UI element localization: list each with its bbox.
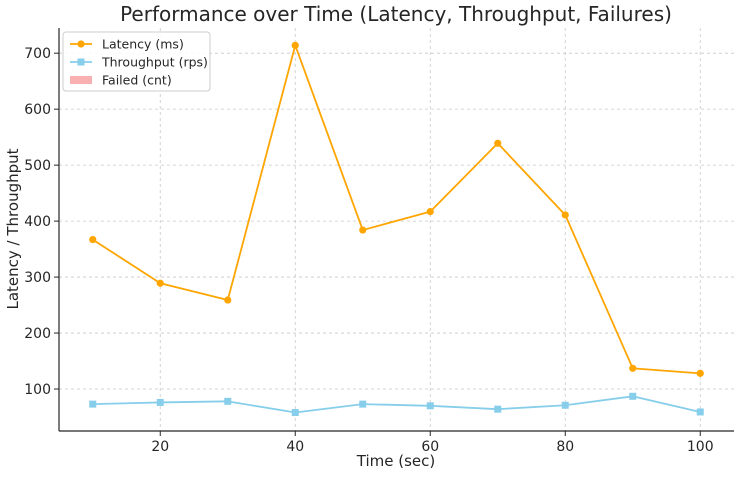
x-tick-label-2: 60	[421, 439, 439, 455]
series-1-point-1	[156, 398, 164, 406]
series-0-point-6	[494, 139, 502, 147]
chart-title: Performance over Time (Latency, Throughp…	[120, 2, 672, 26]
legend-marker-1	[77, 58, 85, 66]
series-0-point-1	[156, 279, 164, 287]
series-1-point-7	[561, 401, 569, 409]
series-1-point-5	[426, 402, 434, 410]
legend-label-2: Failed (cnt)	[102, 73, 172, 88]
y-tick-label-6: 700	[24, 46, 51, 62]
legend-label-1: Throughput (rps)	[101, 55, 208, 70]
x-tick-label-4: 100	[687, 439, 714, 455]
x-axis-label: Time (sec)	[356, 452, 435, 470]
legend-marker-0	[77, 40, 85, 48]
grid	[59, 28, 734, 431]
series-1-point-6	[494, 405, 502, 413]
y-tick-label-2: 300	[24, 270, 51, 286]
series-0-point-0	[89, 235, 97, 244]
legend-label-0: Latency (ms)	[102, 37, 184, 52]
series-1-point-4	[359, 400, 367, 408]
series-1-point-2	[224, 397, 232, 405]
x-tick-label-0: 20	[151, 439, 169, 455]
x-tick-label-3: 80	[556, 439, 574, 455]
series-0-point-3	[291, 41, 299, 49]
series-0-point-4	[359, 226, 367, 234]
y-tick-label-1: 200	[24, 326, 51, 342]
series-lines	[89, 41, 704, 417]
axes	[54, 28, 734, 436]
legend-swatch-2	[70, 76, 92, 84]
series-0-point-5	[426, 207, 434, 216]
legend-box	[62, 31, 211, 92]
y-tick-label-5: 600	[24, 102, 51, 118]
series-0-point-8	[629, 364, 637, 372]
series-1-point-9	[696, 408, 704, 416]
series-0-point-9	[696, 369, 704, 377]
series-1-point-3	[291, 409, 299, 417]
y-tick-label-0: 100	[24, 382, 51, 398]
series-1-point-0	[89, 400, 97, 408]
series-0-point-7	[561, 211, 569, 219]
y-tick-label-4: 500	[24, 158, 51, 174]
x-tick-label-1: 40	[286, 439, 304, 455]
tick-labels: 20 40 60 80 100 100 200 300 400 500 600 700	[24, 46, 713, 455]
series-line-1	[92, 395, 701, 414]
series-0-point-2	[224, 296, 232, 304]
series-1-point-8	[629, 392, 637, 400]
y-tick-label-3: 400	[24, 214, 51, 230]
legend: Latency (ms) Throughput (rps) Failed (cnt)	[62, 31, 211, 92]
series-line-0	[92, 44, 701, 375]
y-axis-label: Latency / Throughput	[4, 148, 22, 309]
